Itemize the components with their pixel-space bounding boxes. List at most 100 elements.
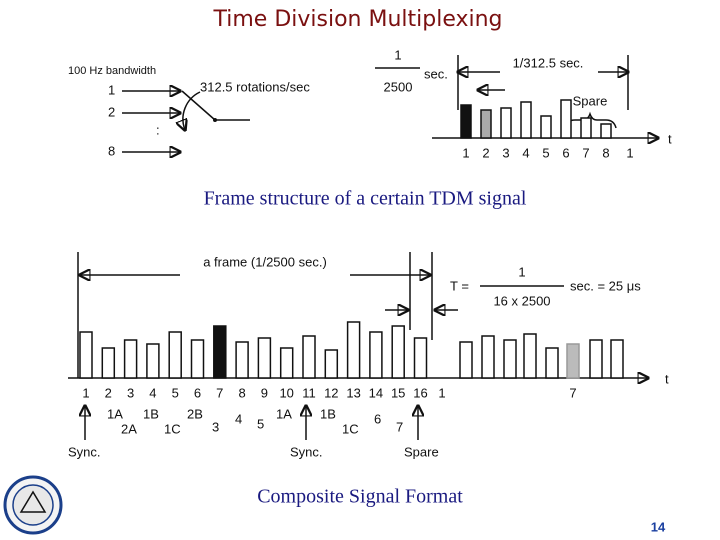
slot-number: 3	[502, 145, 509, 160]
bottom-pulses: 1 2 3 4 5 6 7 8 9 10 11 12 13 14 15 16 1	[79, 321, 624, 400]
slot-number: 11	[302, 385, 316, 400]
input-label: 8	[108, 143, 115, 158]
fraction-denominator: 2500	[384, 79, 413, 94]
caption: Frame structure of a certain TDM signal	[204, 188, 527, 210]
slot-number: 2	[482, 145, 489, 160]
slot-number: 2	[105, 385, 112, 400]
pulse	[566, 343, 580, 379]
slot-number: 16	[413, 385, 427, 400]
pulse	[589, 339, 603, 379]
slot-number: 14	[369, 385, 383, 400]
channel-label: 2A	[121, 421, 137, 436]
channel-label: 7	[396, 419, 403, 434]
fraction-unit: sec.	[424, 66, 448, 81]
pulse	[600, 123, 612, 139]
pulse	[302, 335, 316, 379]
slot-number: 6	[194, 385, 201, 400]
pulse	[459, 341, 473, 379]
slot-number: 10	[279, 385, 293, 400]
slot-number: 8	[238, 385, 245, 400]
pulse	[369, 331, 383, 379]
slot-number: 1	[82, 385, 89, 400]
input-label: :	[156, 122, 160, 137]
pulse	[190, 339, 205, 379]
channel-label: 3	[212, 419, 219, 434]
rotation-label: 312.5 rotations/sec	[200, 79, 310, 94]
pulse	[500, 107, 512, 139]
axis-label: t	[668, 131, 672, 146]
inputs-label: 100 Hz bandwidth	[68, 65, 156, 77]
pulse	[503, 339, 517, 379]
pulse	[213, 325, 227, 379]
formula-rhs: sec. = 25 μs	[570, 278, 641, 293]
pulse	[481, 335, 495, 379]
slot-number: 1	[462, 145, 469, 160]
channel-label: 1C	[164, 421, 181, 436]
axis-label: t	[665, 371, 669, 386]
pulse	[540, 115, 552, 139]
channel-label: 4	[235, 411, 242, 426]
slot-number: 1	[438, 385, 445, 400]
channel-label: 1A	[107, 406, 123, 421]
pulse	[560, 99, 572, 139]
slot-number: 3	[127, 385, 134, 400]
slot-number: 9	[261, 385, 268, 400]
fraction-numerator: 1	[394, 47, 401, 62]
pulse	[146, 343, 160, 379]
slot-number: 8	[602, 145, 609, 160]
channel-label: 1B	[143, 406, 159, 421]
pulse	[235, 341, 249, 379]
pulse	[460, 104, 472, 139]
pulse	[610, 339, 624, 379]
input-label: 1	[108, 82, 115, 97]
pulse	[324, 349, 339, 379]
pulse	[391, 325, 405, 379]
pulse	[520, 101, 532, 139]
marker-label: Sync.	[290, 444, 323, 459]
frame-label: a frame (1/2500 sec.)	[203, 254, 327, 269]
pulse	[580, 117, 592, 139]
pulse	[123, 339, 138, 379]
slot-number: 12	[324, 385, 338, 400]
marker-arrows	[85, 406, 418, 440]
slot-number: 6	[562, 145, 569, 160]
pulse	[545, 347, 559, 379]
channel-label: 6	[374, 411, 381, 426]
pulse	[101, 347, 116, 379]
slot-number: 13	[346, 385, 360, 400]
pulse	[480, 109, 492, 139]
channel-label: 2B	[187, 406, 203, 421]
slot-number: 7	[216, 385, 223, 400]
caption: Composite Signal Format	[257, 486, 463, 508]
slot-number: 7	[569, 385, 576, 400]
slot-number: 5	[542, 145, 549, 160]
pulse	[257, 337, 272, 379]
channel-label: 1C	[342, 421, 359, 436]
pulse	[413, 337, 428, 379]
slot-number: 5	[172, 385, 179, 400]
channel-label: 1B	[320, 406, 336, 421]
formula-denominator: 16 x 2500	[493, 293, 550, 308]
formula-numerator: 1	[518, 264, 525, 279]
pulse	[279, 347, 294, 379]
marker-label: Spare	[404, 444, 439, 459]
page-number: 14	[651, 519, 666, 534]
frame-label: 1/312.5 sec.	[513, 55, 584, 70]
slot-number: 1	[626, 145, 633, 160]
marker-label: Sync.	[68, 444, 101, 459]
pulse	[523, 333, 537, 379]
input-label: 2	[108, 104, 115, 119]
logo	[3, 475, 63, 535]
channel-label: 1A	[276, 406, 292, 421]
slot-number: 15	[391, 385, 405, 400]
pulse	[346, 321, 361, 379]
spare-label: Spare	[573, 93, 608, 108]
pulse	[79, 331, 93, 379]
commutator	[122, 91, 250, 152]
channel-label: 5	[257, 416, 264, 431]
slot-number: 4	[149, 385, 156, 400]
slot-number: 4	[522, 145, 529, 160]
formula-lhs: T =	[450, 278, 469, 293]
